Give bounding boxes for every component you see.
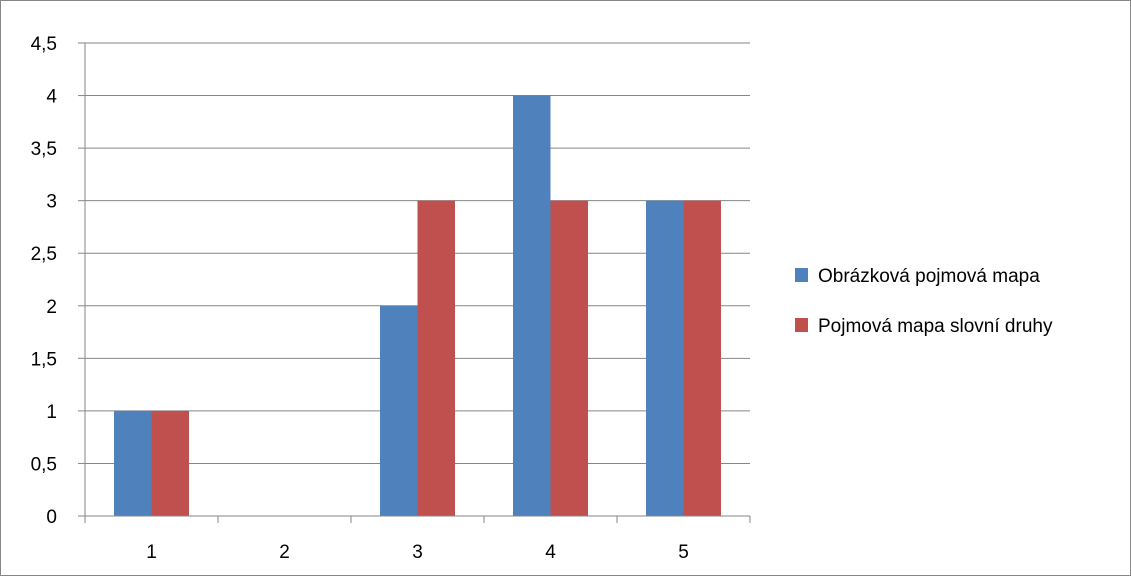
x-tick-label: 2: [279, 542, 290, 563]
legend-label: Pojmová mapa slovní druhy: [818, 316, 1053, 337]
x-tick-label: 5: [678, 542, 689, 563]
axes: [78, 42, 751, 523]
y-tick-label: 2: [46, 297, 57, 318]
legend-swatch: [795, 268, 808, 282]
bar-series1-cat3: [380, 305, 418, 516]
x-tick-label: 4: [545, 542, 556, 563]
bar-series2-cat4: [550, 200, 588, 516]
y-tick-label: 0: [46, 507, 57, 528]
legend-swatch: [795, 318, 808, 332]
y-tick-label: 1: [46, 402, 57, 423]
y-tick-label: 2,5: [31, 244, 57, 265]
y-tick-labels: 0 0,5 1 1,5 2 2,5 3 3,5 4 4,5: [31, 34, 58, 528]
bar-series1-cat5: [646, 200, 684, 516]
x-tick-label: 3: [412, 542, 423, 563]
legend: Obrázková pojmová mapa Pojmová mapa slovn…: [795, 266, 1053, 337]
y-tick-label: 3,5: [31, 139, 57, 160]
y-tick-label: 4: [46, 87, 57, 108]
bar-series2-cat5: [683, 200, 721, 516]
bar-series1-cat1: [114, 410, 152, 516]
x-tick-label: 1: [146, 542, 157, 563]
y-tick-label: 4,5: [31, 34, 57, 55]
y-tick-label: 3: [46, 192, 57, 213]
y-tick-label: 0,5: [31, 454, 57, 475]
bar-series1-cat4: [513, 95, 551, 517]
bar-series2-cat3: [417, 200, 455, 516]
legend-label: Obrázková pojmová mapa: [818, 266, 1040, 287]
bar-series2-cat1: [151, 410, 189, 516]
y-tick-label: 1,5: [31, 349, 57, 370]
x-tick-labels: 1 2 3 4 5: [146, 542, 689, 563]
bars: [114, 95, 721, 517]
